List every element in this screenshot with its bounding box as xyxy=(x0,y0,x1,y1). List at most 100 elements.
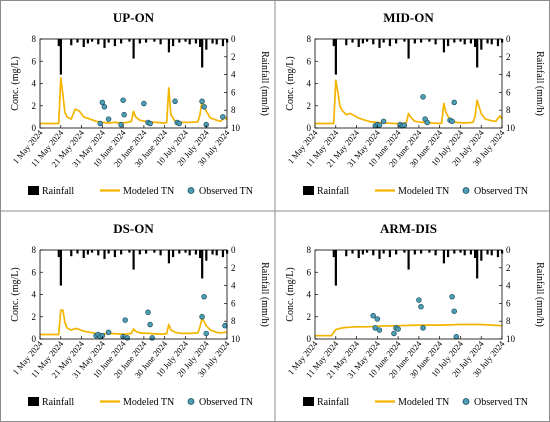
modeled-tn-line xyxy=(315,323,503,337)
observed-tn-point xyxy=(203,330,209,337)
y-right-tick-label: 6 xyxy=(506,298,511,308)
rainfall-bar xyxy=(211,250,214,255)
y-right-tick-label: 0 xyxy=(506,34,511,44)
observed-tn-point xyxy=(376,327,383,333)
rainfall-bar xyxy=(365,39,369,42)
rainfall-bar xyxy=(198,39,202,48)
rainfall-bar xyxy=(171,250,175,258)
rainfall-bar xyxy=(403,39,406,42)
observed-tn-point xyxy=(449,293,455,300)
rainfall-bar xyxy=(90,250,94,253)
y-right-tick-label: 8 xyxy=(231,316,236,326)
rainfall-bar xyxy=(76,250,79,254)
y-left-axis-label: Conc. (mg/L) xyxy=(285,56,296,110)
legend-rainfall-swatch xyxy=(303,186,314,195)
rainfall-bar xyxy=(120,250,123,255)
rainfall-bar xyxy=(86,39,89,44)
y-right-tick-label: 4 xyxy=(231,70,236,80)
rainfall-bar xyxy=(153,250,156,253)
rainfall-bar xyxy=(459,250,462,253)
rainfall-bar xyxy=(201,39,204,68)
y-right-tick-label: 0 xyxy=(231,245,236,255)
rainfall-bar xyxy=(446,250,450,258)
rainfall-bar xyxy=(82,250,85,259)
y-right-tick-label: 4 xyxy=(506,281,511,291)
rainfall-bar xyxy=(198,250,202,259)
rainfall-bar xyxy=(496,39,500,47)
rainfall-bar xyxy=(178,250,181,254)
legend-modeled-label: Modeled TN xyxy=(398,186,449,197)
y-left-tick-label: 4 xyxy=(32,290,37,300)
rainfall-bar xyxy=(413,250,416,255)
rainfall-bar xyxy=(171,39,175,47)
y-right-tick-label: 0 xyxy=(231,34,236,44)
y-right-tick-label: 8 xyxy=(231,105,236,115)
y-right-tick-label: 10 xyxy=(231,123,241,133)
rainfall-bar xyxy=(459,39,462,42)
legend-observed-label: Observed TN xyxy=(474,186,528,197)
rainfall-bar xyxy=(221,250,225,258)
y-left-tick-label: 2 xyxy=(307,101,312,111)
rainfall-bar xyxy=(395,39,398,44)
panel-title: DS-ON xyxy=(113,221,154,236)
rainfall-bar xyxy=(345,39,348,46)
legend-rainfall-swatch xyxy=(28,186,39,195)
observed-tn-point xyxy=(401,122,408,128)
rainfall-bar xyxy=(221,39,225,47)
rainfall-bar xyxy=(419,39,423,43)
rainfall-bar xyxy=(128,39,131,42)
rainfall-bar xyxy=(132,250,135,270)
y-right-tick-label: 2 xyxy=(231,52,236,62)
rainfall-bar xyxy=(473,250,477,259)
rainfall-bar xyxy=(388,39,391,47)
rainfall-bar xyxy=(57,250,60,258)
observed-tn-point xyxy=(105,116,112,122)
rainfall-bar xyxy=(413,39,416,44)
legend: Rainfall Modeled TN Observed TN xyxy=(303,397,528,408)
observed-tn-point xyxy=(451,308,457,314)
rainfall-bar xyxy=(215,250,218,256)
rainfall-bar xyxy=(365,250,369,253)
rainfall-bar xyxy=(473,39,477,48)
legend-observed-swatch xyxy=(462,398,470,405)
rainfall-bar xyxy=(57,39,60,47)
rainfall-bar xyxy=(407,250,410,270)
rainfall-bar xyxy=(395,250,398,255)
legend-observed-label: Observed TN xyxy=(474,397,528,408)
y-left-tick-label: 0 xyxy=(32,334,37,344)
rainfall-bar xyxy=(113,39,116,47)
rainfall-bar xyxy=(194,39,198,44)
y-left-tick-label: 6 xyxy=(32,267,37,277)
observed-tn-point xyxy=(97,120,104,127)
rainfall-bar xyxy=(153,39,156,42)
y-left-axis-label: Conc. (mg/L) xyxy=(285,267,296,321)
y-right-tick-label: 6 xyxy=(231,87,236,97)
rainfall-bar xyxy=(90,39,94,42)
rainfall-bar xyxy=(332,39,335,47)
rainfall-bar xyxy=(128,250,131,253)
rainfall-bar xyxy=(201,250,204,279)
y-left-tick-label: 0 xyxy=(307,334,312,344)
rainfall-bar xyxy=(378,39,381,48)
rainfall-bar xyxy=(184,250,187,253)
y-left-tick-label: 0 xyxy=(32,123,37,133)
y-left-tick-label: 0 xyxy=(307,123,312,133)
rainfall-bar xyxy=(446,39,450,47)
legend-rainfall-label: Rainfall xyxy=(317,186,349,197)
rainfall-bar xyxy=(496,250,500,258)
rainfall-bar xyxy=(357,250,360,259)
y-left-tick-label: 8 xyxy=(32,34,37,44)
observed-tn-point xyxy=(147,321,153,328)
observed-tn-point xyxy=(376,122,383,128)
observed-tn-point xyxy=(99,99,106,106)
legend-observed-swatch xyxy=(187,187,195,194)
y-right-tick-label: 6 xyxy=(506,87,511,97)
legend-modeled-label: Modeled TN xyxy=(398,397,449,408)
rainfall-bar xyxy=(188,250,191,256)
rainfall-bar xyxy=(167,250,171,264)
rainfall-bar xyxy=(70,39,73,46)
observed-tn-point xyxy=(201,293,207,300)
observed-tn-point xyxy=(380,118,387,125)
y-left-axis-label: Conc. (mg/L) xyxy=(10,56,21,110)
